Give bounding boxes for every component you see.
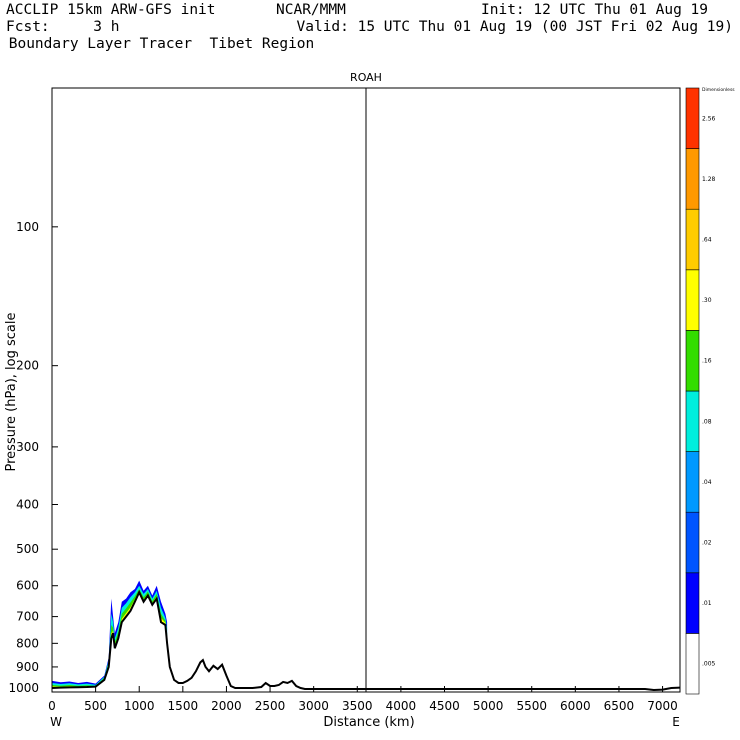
colorbar-label: .02 xyxy=(702,540,712,547)
header-line1-mid: NCAR/MMM xyxy=(276,2,346,18)
y-axis-label: Pressure (hPa), log scale xyxy=(4,313,19,472)
y-tick-label: 400 xyxy=(16,498,39,512)
terrain-layer xyxy=(51,589,681,692)
colorbar-label: .64 xyxy=(702,237,712,244)
terrain-line xyxy=(51,589,681,692)
x-left-label: W xyxy=(50,715,62,729)
x-tick-label: 6000 xyxy=(560,699,591,713)
colorbar-segment xyxy=(685,390,700,452)
header-line2-right: Valid: 15 UTC Thu 01 Aug 19 (00 JST Fri … xyxy=(296,19,734,35)
y-tick-label: 800 xyxy=(16,636,39,650)
colorbar-label: 1.28 xyxy=(702,176,716,183)
colorbar-label: .30 xyxy=(702,297,712,304)
y-tick-label: 1000 xyxy=(8,681,39,695)
colorbar-segment xyxy=(685,572,700,634)
x-axis-label: Distance (km) xyxy=(323,715,414,730)
x-tick-label: 1500 xyxy=(168,699,199,713)
colorbar-label: .01 xyxy=(702,600,712,607)
x-tick-label: 2500 xyxy=(255,699,286,713)
y-tick-label: 100 xyxy=(16,220,39,234)
x-tick-label: 2000 xyxy=(211,699,242,713)
y-tick-label: 900 xyxy=(16,660,39,674)
x-axis: 0 500 1000 1500 2000 2500 3000 3500 4000 4500 5000… xyxy=(48,686,678,713)
x-tick-label: 4000 xyxy=(386,699,417,713)
y-tick-label: 500 xyxy=(16,542,39,556)
colorbar-segment xyxy=(685,511,700,574)
x-tick-label: 4500 xyxy=(429,699,460,713)
colorbar-segment xyxy=(685,330,700,392)
colorbar-segment xyxy=(685,633,700,695)
x-right-label: E xyxy=(672,715,680,729)
x-tick-label: 0 xyxy=(48,699,56,713)
y-tick-label: 700 xyxy=(16,610,39,624)
x-tick-label: 7000 xyxy=(647,699,678,713)
colorbar-label: .04 xyxy=(702,479,712,486)
colorbar-label: .005 xyxy=(702,661,716,668)
colorbar-segment xyxy=(685,148,700,210)
colorbar: .005 .01 .02 .04 .08 .16 .30 .64 1.28 2.56 Dimensi… xyxy=(685,87,735,695)
colorbar-segment xyxy=(685,87,700,149)
header-line1-left: ACCLIP 15km ARW-GFS init xyxy=(6,2,216,18)
colorbar-segment xyxy=(685,269,700,331)
header-line2-left: Fcst: 3 h xyxy=(6,19,120,35)
header-line3-left: Boundary Layer Tracer Tibet Region xyxy=(0,36,315,52)
x-tick-label: 3000 xyxy=(298,699,329,713)
colorbar-segment xyxy=(685,451,700,513)
x-tick-label: 6500 xyxy=(604,699,635,713)
marker-label: ROAH xyxy=(350,71,382,84)
location-marker: ROAH xyxy=(350,71,382,692)
x-tick-label: 3500 xyxy=(342,699,373,713)
x-tick-label: 500 xyxy=(84,699,107,713)
y-tick-label: 200 xyxy=(16,359,39,373)
x-tick-label: 5500 xyxy=(516,699,547,713)
header-line1-right: Init: 12 UTC Thu 01 Aug 19 xyxy=(481,2,708,18)
colorbar-segment xyxy=(685,208,700,271)
colorbar-label: .08 xyxy=(702,418,712,425)
terrain-fill xyxy=(52,592,680,692)
colorbar-label: 2.56 xyxy=(702,115,716,122)
y-axis: 100 200 300 400 500 600 700 800 900 1000 xyxy=(8,220,58,695)
colorbar-label: Dimensionless xyxy=(702,87,735,93)
x-tick-label: 5000 xyxy=(473,699,504,713)
x-tick-label: 1000 xyxy=(124,699,155,713)
colorbar-label: .16 xyxy=(702,358,712,365)
y-tick-label: 300 xyxy=(16,440,39,454)
y-tick-label: 600 xyxy=(16,579,39,593)
